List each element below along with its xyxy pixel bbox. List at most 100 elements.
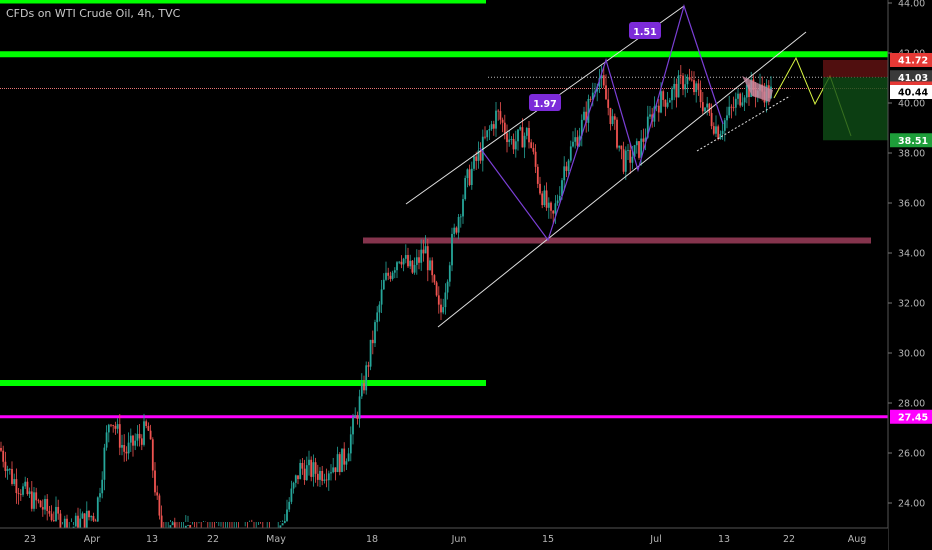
candle-body [55, 506, 57, 522]
candle-body [281, 523, 284, 526]
price-tag-box[interactable] [890, 133, 932, 148]
channel-lower-line[interactable] [437, 31, 807, 328]
resistance-zone[interactable] [363, 237, 871, 244]
candle-body [649, 114, 651, 117]
stop-loss-zone[interactable] [823, 60, 888, 78]
candle-body [620, 145, 623, 150]
price-tick-label: 28.00 [898, 399, 925, 410]
candle-body [444, 292, 447, 308]
candle-body [310, 459, 313, 477]
triangle-marker[interactable] [742, 76, 773, 102]
price-tick-label: 24.00 [898, 499, 925, 510]
candle-body [349, 434, 352, 454]
candle-body [717, 126, 720, 140]
candle-body [440, 304, 442, 313]
price-tick-label: 40.00 [898, 99, 925, 110]
candle-body [492, 124, 495, 129]
candle-body [393, 270, 396, 273]
candle-body [433, 275, 436, 283]
time-axis[interactable]: 23 Apr 13 22 May 18 Jun 15 Jul 13 22 Aug [0, 527, 888, 550]
candle-body [477, 150, 480, 161]
candle-body [501, 119, 504, 123]
time-tick-label: Jun [451, 534, 467, 545]
candle-body [523, 135, 526, 148]
candle-body [609, 107, 612, 125]
candle-body [378, 304, 381, 313]
candle-body [486, 130, 489, 138]
candle-body [662, 91, 665, 100]
candle-body [314, 462, 317, 474]
price-tag-label: 40.44 [898, 88, 928, 99]
candle-body [488, 129, 491, 131]
candle-body [352, 417, 354, 435]
candle-body [642, 138, 645, 142]
candle-body [517, 129, 519, 142]
candle-body [171, 522, 174, 526]
candle-body [563, 166, 566, 181]
candle-body [46, 499, 49, 511]
candle-body [734, 98, 737, 108]
candle-body [695, 83, 698, 93]
candle-body [72, 526, 75, 529]
candle-body [105, 432, 108, 448]
candle-body [4, 461, 7, 471]
candle-body [572, 141, 574, 147]
candle-body [88, 510, 90, 518]
candle-body [382, 279, 385, 290]
candle-body [591, 92, 594, 100]
candle-body [26, 481, 29, 495]
candle-body [365, 365, 368, 391]
harmonic-pattern[interactable] [479, 3, 724, 242]
candle-body [446, 281, 449, 293]
candle-body [627, 150, 629, 151]
candle-body [558, 195, 561, 201]
candle-body [81, 513, 84, 519]
price-tag-label: 27.45 [898, 412, 928, 423]
candle-body [503, 122, 506, 134]
candle-body [710, 112, 713, 127]
candle-body [644, 137, 647, 142]
time-tick-label: 23 [24, 534, 36, 545]
candle-body [490, 124, 493, 130]
candle-body [37, 500, 40, 502]
time-tick-label: 22 [207, 534, 219, 545]
candle-body [497, 110, 500, 112]
price-tag-box[interactable] [890, 85, 932, 99]
candle-body [589, 98, 592, 100]
candle-body [347, 453, 350, 462]
candle-body [455, 227, 458, 233]
candle-body [94, 520, 97, 522]
candle-body [371, 339, 374, 344]
candle-body [481, 136, 484, 161]
price-axis[interactable]: 24.00 26.00 28.00 30.00 32.00 34.00 36.00 38.00… [887, 0, 932, 550]
pattern-ratio-label-box[interactable] [529, 94, 561, 111]
price-tag-box[interactable] [890, 409, 932, 424]
candle-body [547, 202, 550, 208]
candle-body [673, 83, 676, 90]
take-profit-zone[interactable] [823, 77, 888, 141]
candle-body [149, 430, 152, 440]
candle-body [706, 103, 709, 108]
candle-body [600, 75, 603, 79]
candle-body [358, 396, 361, 419]
candle-body [367, 365, 370, 367]
candle-body [741, 102, 744, 106]
candle-body [85, 510, 88, 529]
candle-body [2, 450, 5, 462]
candle-body [336, 454, 339, 473]
candle-body [334, 467, 337, 473]
candle-body [719, 133, 722, 140]
candle-body [132, 435, 134, 446]
candle-body [411, 260, 414, 273]
price-tag-box[interactable] [890, 53, 932, 67]
price-tag-label: 38.51 [898, 136, 928, 147]
candle-body [22, 486, 24, 495]
pattern-ratio-label-box[interactable] [629, 22, 661, 39]
candle-body [701, 102, 704, 112]
candle-body [28, 491, 31, 495]
price-tag-box[interactable] [890, 70, 932, 85]
candle-body [338, 454, 341, 472]
drawings-layer: 1.51 1.97 [405, 3, 888, 328]
candle-body [721, 130, 724, 134]
